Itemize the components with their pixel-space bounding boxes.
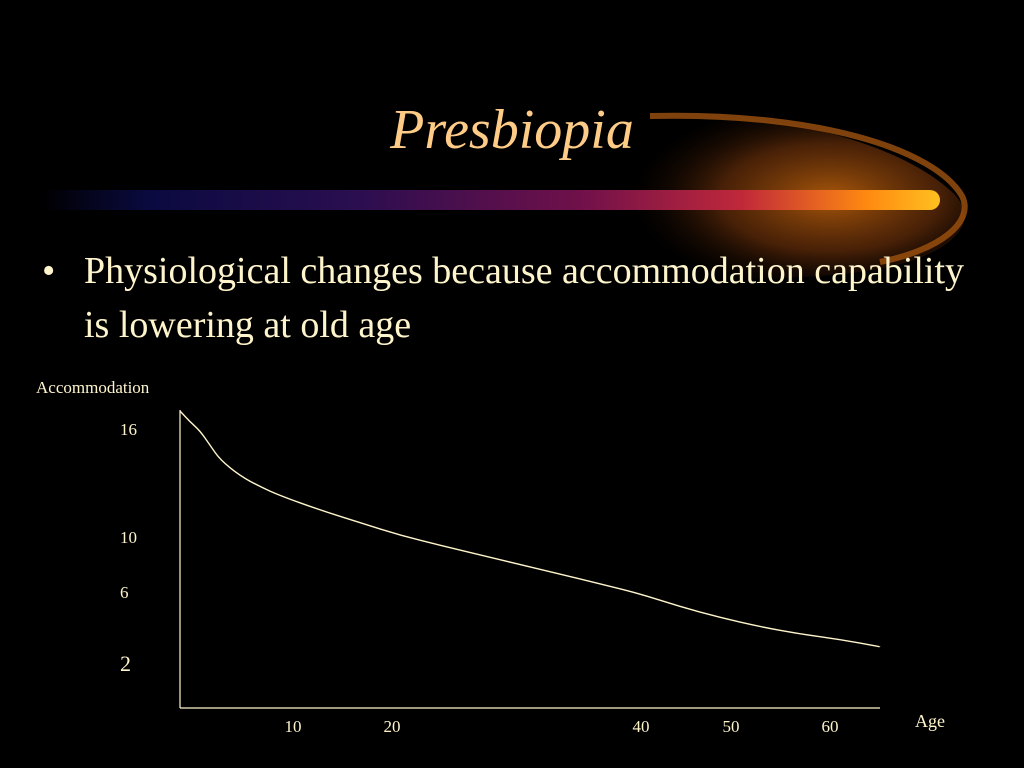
y-tick-label: 10 [120, 528, 137, 547]
bullet-item: • Physiological changes because accommod… [42, 244, 982, 352]
y-tick-label: 2 [120, 651, 131, 676]
bullet-text: Physiological changes because accommodat… [84, 250, 965, 346]
x-axis-label: Age [915, 711, 945, 731]
x-tick-label: 10 [285, 717, 302, 736]
y-tick-label: 6 [120, 583, 129, 602]
y-tick-label: 16 [120, 420, 137, 439]
y-tick-labels: 16 10 6 2 [120, 420, 137, 676]
slide-title: Presbiopia [390, 99, 634, 161]
y-axis-label: Accommodation [36, 378, 150, 397]
x-tick-label: 20 [384, 717, 401, 736]
x-tick-label: 60 [822, 717, 839, 736]
accommodation-curve [179, 410, 881, 648]
x-tick-label: 40 [633, 717, 650, 736]
x-tick-label: 50 [723, 717, 740, 736]
chart-axes [179, 410, 880, 709]
bullet-marker: • [42, 250, 56, 292]
x-tick-labels: 10 20 40 50 60 [285, 717, 839, 736]
series-group [179, 410, 881, 648]
